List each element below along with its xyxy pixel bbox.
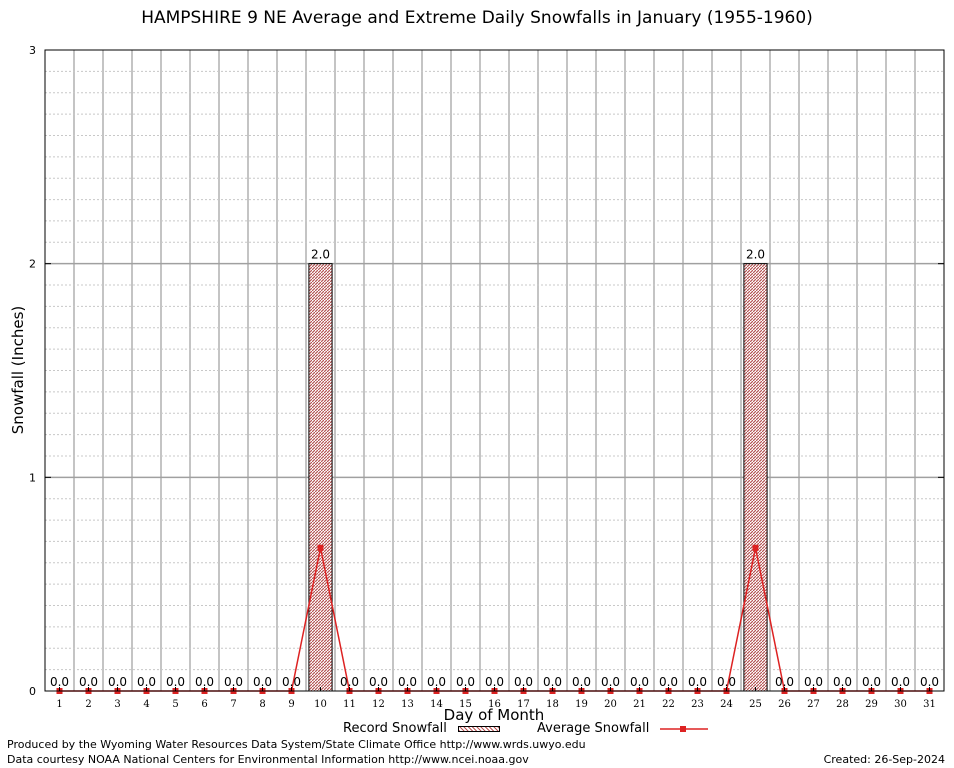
data-label: 0.0 [166, 675, 185, 689]
x-tick-label: 15 [459, 699, 472, 710]
credit-line-2: Data courtesy NOAA National Centers for … [7, 753, 529, 766]
legend-average-label: Average Snowfall [537, 721, 650, 736]
x-tick-label: 11 [343, 699, 356, 710]
x-tick-label: 4 [143, 699, 149, 710]
data-label: 0.0 [195, 675, 214, 689]
x-tick-label: 25 [749, 699, 762, 710]
x-axis-label: Day of Month [443, 706, 545, 724]
x-tick-label: 18 [546, 699, 559, 710]
x-tick-label: 23 [691, 699, 704, 710]
legend-record-swatch [458, 726, 500, 732]
data-label: 0.0 [137, 675, 156, 689]
x-tick-label: 13 [401, 699, 414, 710]
x-tick-label: 14 [430, 699, 443, 710]
data-label: 0.0 [833, 675, 852, 689]
data-label: 0.0 [79, 675, 98, 689]
data-label: 0.0 [398, 675, 417, 689]
grid [45, 50, 944, 691]
x-tick-label: 12 [372, 699, 385, 710]
data-label: 2.0 [311, 248, 330, 262]
average-point [752, 544, 759, 551]
average-point [317, 544, 324, 551]
x-tick-label: 8 [259, 699, 265, 710]
data-label: 0.0 [862, 675, 881, 689]
data-label: 0.0 [340, 675, 359, 689]
data-label: 0.0 [543, 675, 562, 689]
x-tick-label: 27 [807, 699, 820, 710]
created-date: Created: 26-Sep-2024 [823, 753, 945, 766]
record-bar [308, 263, 333, 692]
x-tick-label: 26 [778, 699, 791, 710]
y-tick-label: 0 [29, 685, 36, 698]
data-label: 0.0 [891, 675, 910, 689]
x-tick-label: 21 [633, 699, 646, 710]
x-tick-label: 1 [56, 699, 62, 710]
record-snowfall-bars [308, 263, 768, 692]
y-tick-label: 1 [29, 471, 36, 484]
legend-average-line [660, 726, 708, 732]
x-tick-label: 3 [114, 699, 120, 710]
x-tick-label: 30 [894, 699, 907, 710]
y-tick-label: 3 [29, 44, 36, 57]
data-label: 0.0 [514, 675, 533, 689]
data-label: 0.0 [572, 675, 591, 689]
x-tick-label: 29 [865, 699, 878, 710]
data-label: 0.0 [804, 675, 823, 689]
chart-title: HAMPSHIRE 9 NE Average and Extreme Daily… [141, 8, 813, 28]
data-label: 0.0 [108, 675, 127, 689]
data-label: 0.0 [456, 675, 475, 689]
x-tick-label: 24 [720, 699, 733, 710]
x-tick-label: 6 [201, 699, 207, 710]
data-label: 0.0 [920, 675, 939, 689]
average-snowfall-line [56, 544, 933, 694]
x-tick-label: 22 [662, 699, 675, 710]
x-tick-label: 2 [85, 699, 91, 710]
data-label: 0.0 [427, 675, 446, 689]
data-label: 0.0 [485, 675, 504, 689]
data-label: 0.0 [659, 675, 678, 689]
credit-line-1: Produced by the Wyoming Water Resources … [7, 738, 586, 751]
data-label: 0.0 [369, 675, 388, 689]
record-bar [743, 263, 768, 692]
x-tick-label: 28 [836, 699, 849, 710]
x-tick-label: 31 [923, 699, 936, 710]
data-label: 0.0 [253, 675, 272, 689]
data-label: 0.0 [630, 675, 649, 689]
y-tick-label: 2 [29, 258, 36, 271]
data-label: 0.0 [717, 675, 736, 689]
x-tick-label: 10 [314, 699, 327, 710]
x-tick-label: 5 [172, 699, 178, 710]
data-label: 0.0 [224, 675, 243, 689]
x-tick-label: 17 [517, 699, 530, 710]
x-tick-label: 19 [575, 699, 588, 710]
legend-record-label: Record Snowfall [343, 721, 447, 736]
data-labels: 0.0 0.0 0.0 0.0 0.0 0.0 0.0 0.0 0.0 2.0 0.0 0.0 0.0 0… [50, 248, 939, 689]
data-label: 0.0 [50, 675, 69, 689]
data-label: 0.0 [601, 675, 620, 689]
x-tick-label: 20 [604, 699, 617, 710]
x-tick-label: 9 [288, 699, 294, 710]
data-label: 0.0 [282, 675, 301, 689]
data-label: 2.0 [746, 248, 765, 262]
x-tick-label: 16 [488, 699, 501, 710]
x-tick-label: 7 [230, 699, 236, 710]
data-label: 0.0 [688, 675, 707, 689]
data-label: 0.0 [775, 675, 794, 689]
